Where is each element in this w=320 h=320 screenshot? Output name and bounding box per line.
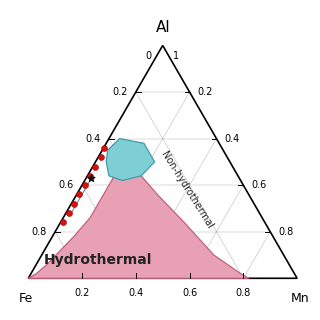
Text: 0: 0 — [146, 51, 152, 61]
Text: Fe: Fe — [19, 292, 33, 305]
Point — [71, 201, 76, 206]
Text: Mn: Mn — [291, 292, 309, 305]
Text: 0.2: 0.2 — [198, 87, 213, 97]
Text: 0.8: 0.8 — [32, 227, 47, 237]
Point — [101, 145, 106, 150]
Text: 0.6: 0.6 — [59, 180, 74, 190]
Text: Non-hydrothermal: Non-hydrothermal — [159, 149, 215, 230]
Point — [93, 164, 98, 169]
Point — [77, 192, 82, 197]
Text: 0.6: 0.6 — [252, 180, 267, 190]
Text: 0.4: 0.4 — [86, 133, 101, 144]
Text: Hydrothermal: Hydrothermal — [44, 253, 152, 267]
Text: 0.6: 0.6 — [182, 288, 197, 298]
Polygon shape — [28, 171, 249, 278]
Point — [66, 211, 71, 216]
Point — [89, 176, 94, 181]
Point — [88, 173, 93, 179]
Point — [82, 183, 87, 188]
Text: 0.8: 0.8 — [278, 227, 293, 237]
Point — [61, 220, 66, 225]
Polygon shape — [106, 139, 155, 180]
Text: 1: 1 — [173, 51, 180, 61]
Point — [98, 155, 103, 160]
Text: 0.2: 0.2 — [74, 288, 90, 298]
Text: 0.4: 0.4 — [128, 288, 143, 298]
Text: Al: Al — [156, 20, 170, 35]
Text: 0.8: 0.8 — [236, 288, 251, 298]
Text: 0.4: 0.4 — [225, 133, 240, 144]
Text: 0.2: 0.2 — [112, 87, 128, 97]
